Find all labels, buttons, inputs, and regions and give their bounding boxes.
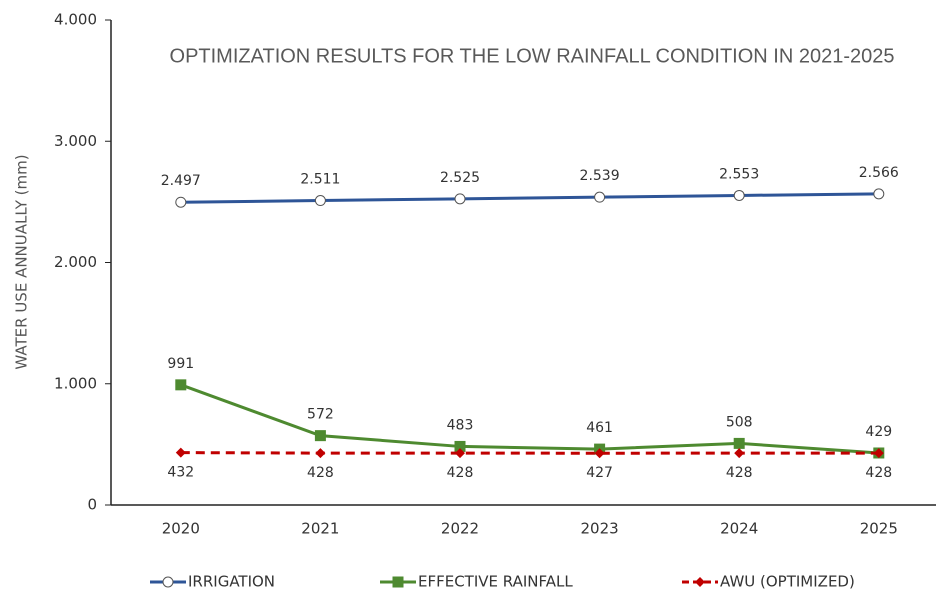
x-tick-label: 2020 (162, 520, 200, 538)
y-tick-label: 1.000 (54, 374, 97, 392)
data-label: 429 (865, 424, 892, 440)
x-tick-label: 2024 (720, 520, 758, 538)
point (175, 379, 187, 391)
point (594, 448, 605, 459)
point (873, 448, 884, 459)
line (180, 192, 879, 204)
data-label: 2.497 (161, 173, 201, 189)
data-label: 2.511 (300, 172, 340, 188)
y-tick-label: 2.000 (54, 253, 97, 271)
line (180, 383, 879, 455)
legend-label: EFFECTIVE RAINFALL (418, 573, 573, 591)
line (180, 451, 879, 455)
chart-title: OPTIMIZATION RESULTS FOR THE LOW RAINFAL… (170, 45, 895, 67)
data-label: 428 (726, 465, 753, 481)
y-tick-label: 0 (87, 496, 97, 514)
legend-marker (392, 576, 404, 588)
point (454, 440, 466, 452)
point (594, 191, 606, 203)
point (733, 189, 745, 201)
point (314, 195, 326, 207)
point (454, 193, 466, 205)
data-label: 428 (865, 465, 892, 481)
x-tick-label: 2025 (860, 520, 898, 538)
y-tick-label: 3.000 (54, 132, 97, 150)
data-label: 428 (307, 465, 334, 481)
data-label: 2.566 (859, 165, 899, 181)
data-label: 508 (726, 414, 753, 430)
point (315, 448, 326, 459)
data-label: 427 (586, 465, 613, 481)
point (175, 447, 186, 458)
data-label: 572 (307, 407, 334, 423)
data-label: 428 (447, 465, 474, 481)
legend-label: AWU (OPTIMIZED) (720, 573, 855, 591)
x-tick-label: 2023 (581, 520, 619, 538)
legend-marker (162, 576, 174, 588)
legend-marker (695, 577, 705, 587)
legend-label: IRRIGATION (188, 573, 275, 591)
data-label: 461 (586, 420, 613, 436)
data-label: 991 (167, 356, 194, 372)
point (873, 188, 885, 200)
y-tick-label: 4.000 (54, 11, 97, 29)
point (733, 437, 745, 449)
data-label: 432 (167, 465, 194, 481)
x-tick-label: 2022 (441, 520, 479, 538)
point (734, 448, 745, 459)
x-tick-label: 2021 (301, 520, 339, 538)
data-label: 483 (447, 417, 474, 433)
data-label: 2.525 (440, 170, 480, 186)
data-label: 2.539 (580, 168, 620, 184)
point (455, 448, 465, 459)
y-axis-label: WATER USE ANNUALLY (mm) (13, 154, 31, 369)
point (175, 196, 187, 208)
point (314, 430, 326, 442)
data-label: 2.553 (719, 166, 759, 182)
